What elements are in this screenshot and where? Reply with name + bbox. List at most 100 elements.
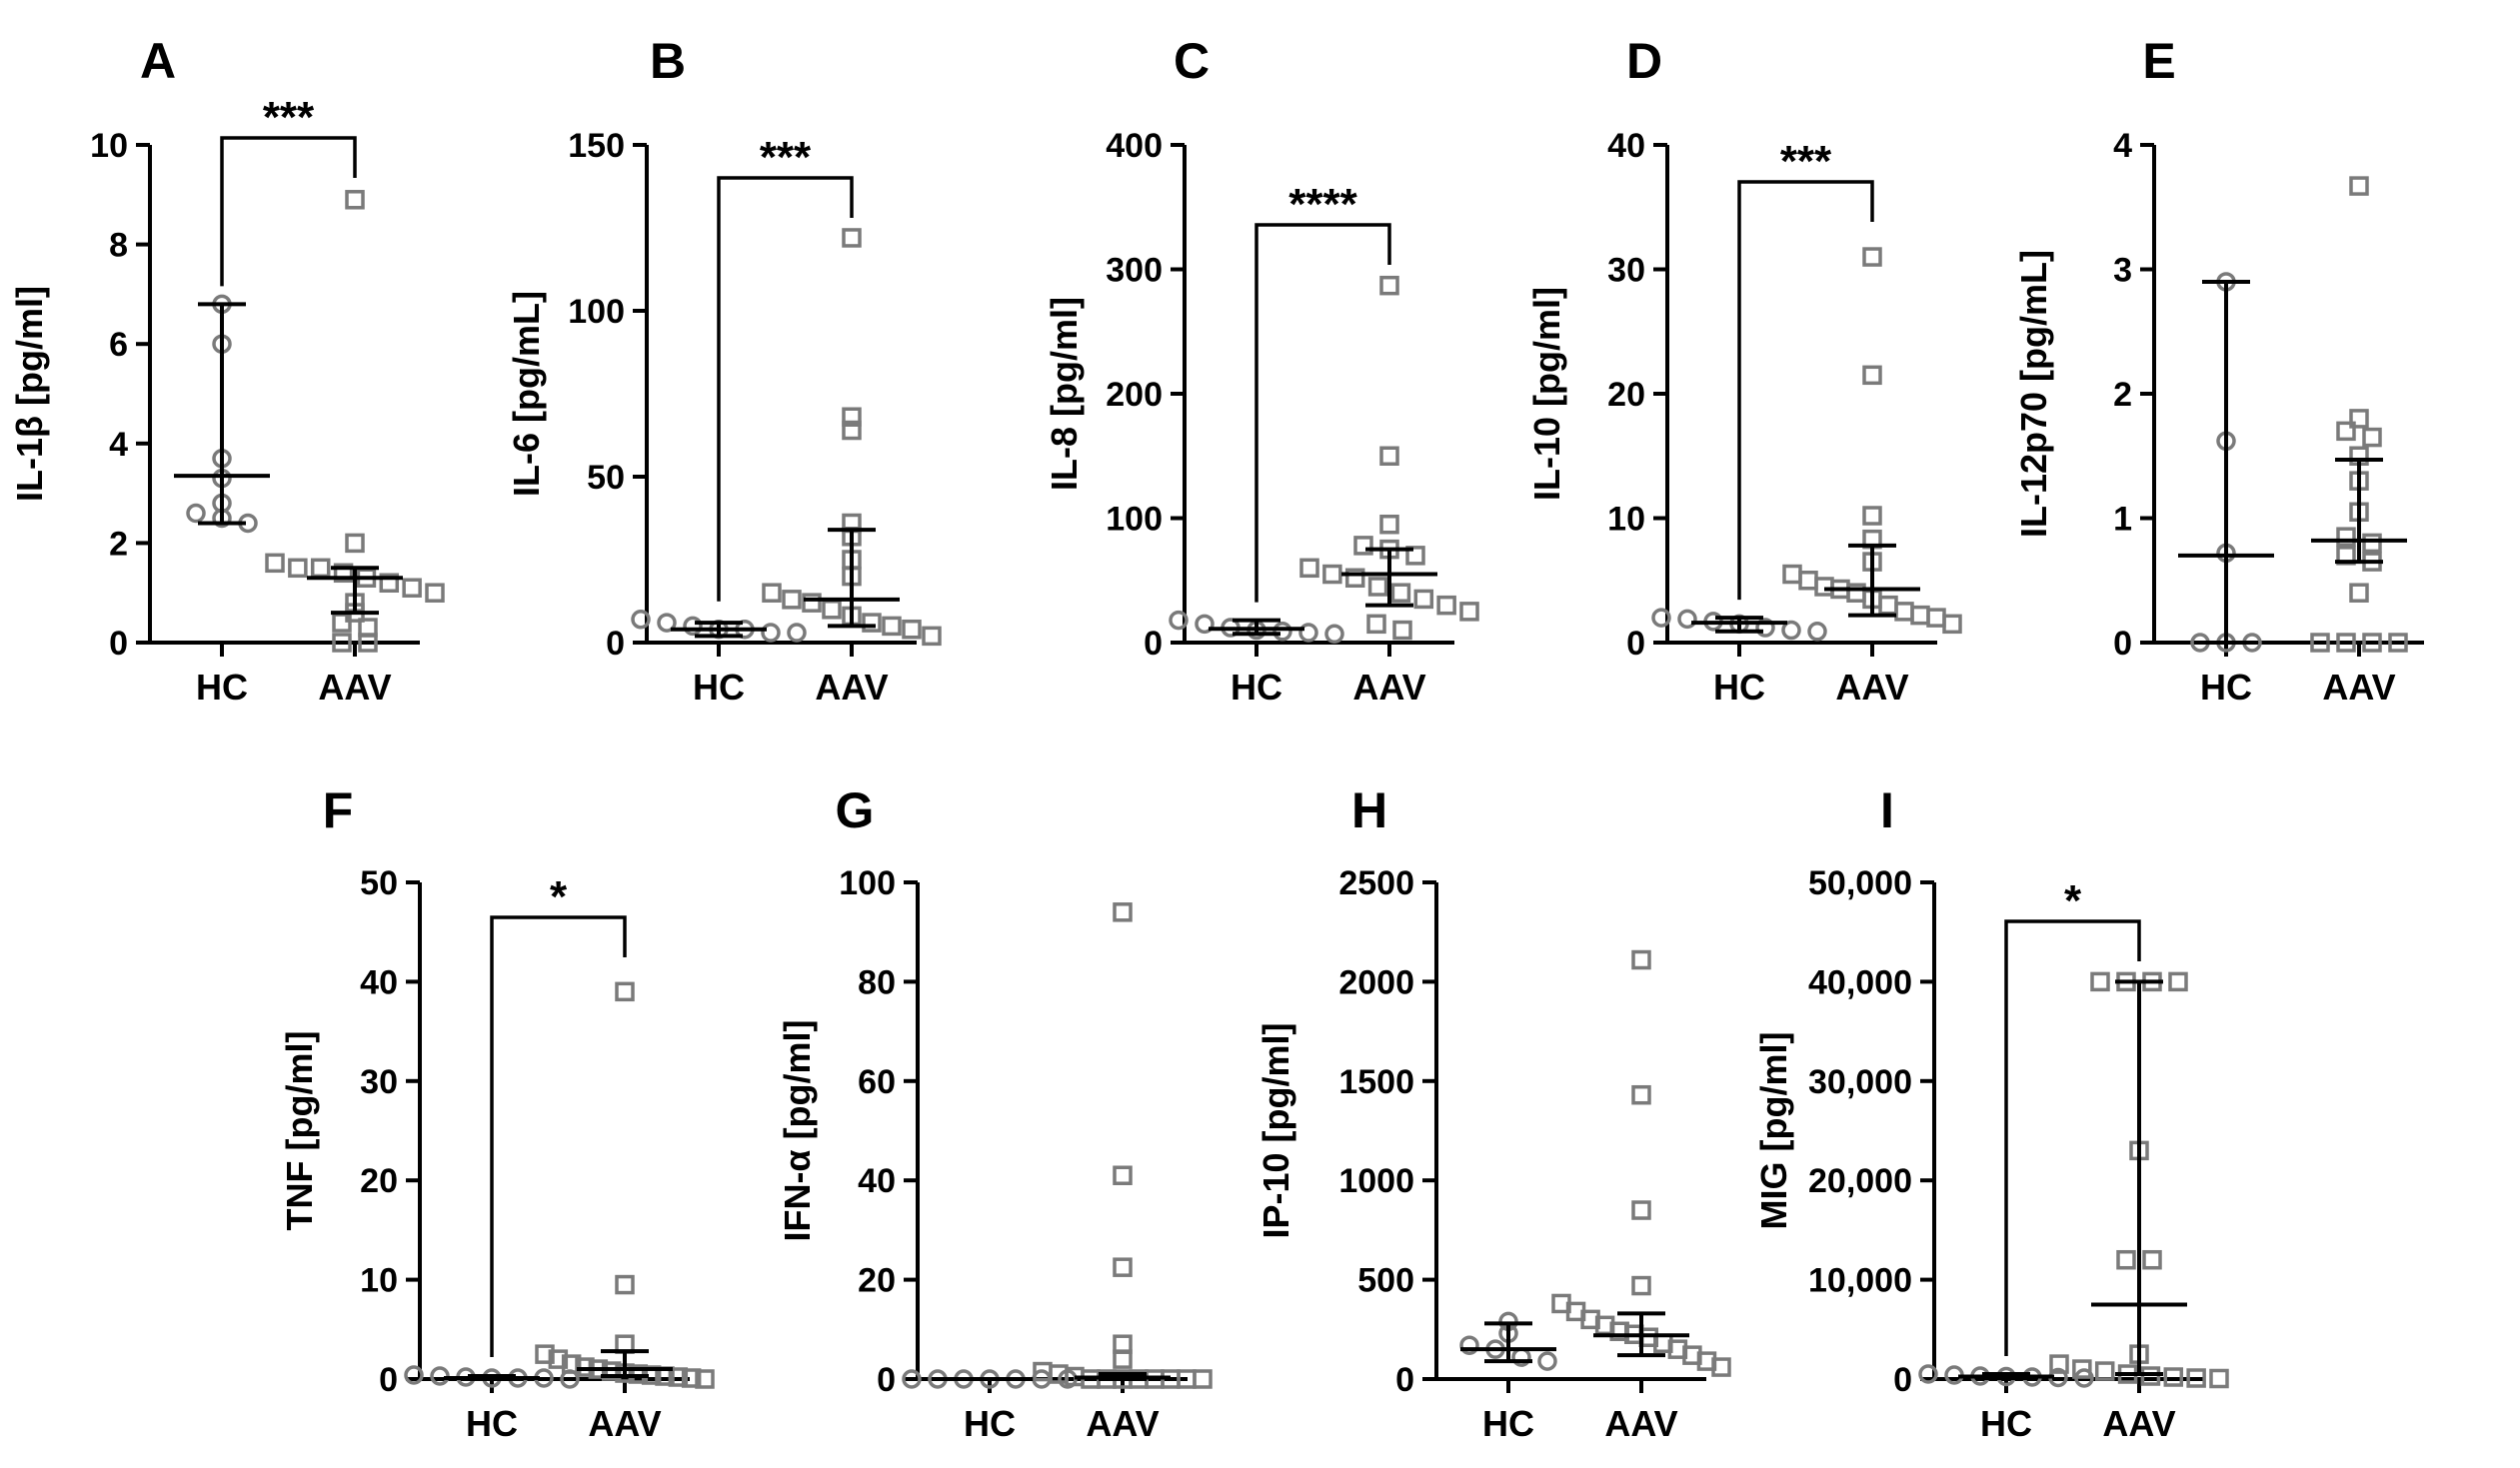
data-point-aav <box>1113 1257 1133 1277</box>
y-axis-title: MIG [pg/ml] <box>1753 1032 1794 1230</box>
x-category-label: HC <box>196 667 248 708</box>
data-point-aav <box>1392 620 1412 641</box>
significance-stars: * <box>550 872 568 921</box>
y-tick-label: 200 <box>1106 376 1163 414</box>
significance-stars: *** <box>760 133 812 182</box>
panel-letter: G <box>836 782 875 838</box>
data-point-aav <box>1405 546 1425 566</box>
panel-d: D 0 10 20 30 40 HC AAV IL-10 [pg/ml] *** <box>1526 33 1962 708</box>
y-tick-label: 10 <box>1607 501 1645 539</box>
significance-stars: *** <box>1780 137 1832 186</box>
data-point-aav <box>695 1369 715 1389</box>
x-category-label: HC <box>1231 667 1282 708</box>
data-point-aav <box>842 407 862 427</box>
y-tick-label: 2500 <box>1338 864 1414 902</box>
data-point-aav <box>2310 633 2330 653</box>
y-tick-label: 20 <box>360 1162 398 1200</box>
data-point-aav <box>310 558 331 579</box>
x-category-label: AAV <box>2322 667 2395 708</box>
panel-h: H 0 500 1000 1500 2000 2500 HC AAV IP-10 [pg/ml] <box>1256 782 1731 1444</box>
data-point-aav <box>379 573 400 593</box>
data-point-aav <box>2090 971 2110 992</box>
data-point-aav <box>402 578 422 598</box>
data-point-aav <box>1711 1357 1731 1377</box>
y-tick-label: 0 <box>606 625 625 663</box>
data-point-aav <box>1344 568 1365 589</box>
data-point-hc <box>1459 1335 1479 1355</box>
y-axis-title: IL-1β [pg/ml] <box>9 286 50 502</box>
y-tick-label: 10 <box>90 127 128 165</box>
y-tick-label: 0 <box>877 1361 896 1399</box>
panel-g: G 0 20 40 60 80 100 HC AAV IFN-α [pg/ml] <box>777 782 1213 1444</box>
x-category-label: HC <box>1713 667 1765 708</box>
data-point-hc <box>1781 620 1801 641</box>
y-tick-label: 100 <box>839 864 896 902</box>
data-point-aav <box>2388 633 2408 653</box>
y-tick-label: 4 <box>2113 127 2132 165</box>
data-point-hc <box>787 623 807 643</box>
significance-stars: * <box>2064 876 2082 925</box>
y-tick-label: 150 <box>568 127 625 165</box>
data-point-aav <box>668 1367 689 1387</box>
y-tick-label: 4 <box>109 426 128 464</box>
data-point-hc <box>1298 623 1318 643</box>
data-point-aav <box>2362 633 2382 653</box>
y-tick-label: 0 <box>1144 625 1163 663</box>
data-point-aav <box>2362 533 2382 554</box>
x-category-label: AAV <box>1352 667 1425 708</box>
data-point-aav <box>1942 614 1962 635</box>
panel-c: C 0 100 200 300 400 HC AAV IL-8 [pg/ml] **** <box>1044 33 1479 708</box>
y-tick-label: 30,000 <box>1808 1063 1912 1101</box>
panel-f: F 0 10 20 30 40 50 HC AAV TNF [pg/ml] * <box>279 782 715 1444</box>
y-tick-label: 50 <box>360 864 398 902</box>
y-tick-label: 20,000 <box>1808 1162 1912 1200</box>
data-point-aav <box>2142 1249 2162 1270</box>
data-point-aav <box>2349 409 2369 429</box>
data-point-aav <box>1193 1369 1213 1389</box>
panel-letter: I <box>1880 782 1894 838</box>
y-tick-label: 1000 <box>1338 1162 1414 1200</box>
x-category-label: HC <box>466 1403 518 1444</box>
data-point-aav <box>1113 1165 1133 1185</box>
y-tick-label: 40,000 <box>1808 963 1912 1001</box>
data-point-aav <box>288 558 308 579</box>
y-axis-title: IL-12p70 [pg/mL] <box>2013 250 2054 538</box>
data-point-aav <box>2168 971 2188 992</box>
data-point-aav <box>1862 365 1882 386</box>
x-category-label: AAV <box>318 667 391 708</box>
data-point-aav <box>2072 1359 2092 1379</box>
y-tick-label: 0 <box>1626 625 1645 663</box>
data-point-hc <box>186 503 206 524</box>
data-point-aav <box>1322 564 1342 585</box>
significance-stars: **** <box>1288 180 1357 229</box>
data-point-aav <box>265 553 285 574</box>
data-point-aav <box>1113 1349 1133 1369</box>
y-tick-label: 300 <box>1106 252 1163 290</box>
data-point-aav <box>2049 1354 2069 1374</box>
x-category-label: HC <box>1980 1403 2032 1444</box>
data-point-aav <box>842 420 862 441</box>
y-tick-label: 50,000 <box>1808 864 1912 902</box>
data-point-hc <box>657 613 677 633</box>
x-category-label: AAV <box>1604 1403 1677 1444</box>
data-point-aav <box>1379 446 1399 466</box>
y-tick-label: 40 <box>858 1162 896 1200</box>
data-point-hc <box>1272 622 1292 642</box>
data-point-hc <box>1324 624 1344 645</box>
data-point-aav <box>548 1349 569 1369</box>
data-point-aav <box>1299 558 1319 579</box>
panel-e: E 0 1 2 3 4 HC AAV IL-12p70 [pg/mL] <box>2013 33 2424 708</box>
data-point-aav <box>681 1368 702 1388</box>
data-point-aav <box>1390 583 1411 603</box>
data-point-aav <box>1631 1200 1651 1220</box>
x-category-label: AAV <box>1086 1403 1159 1444</box>
data-point-aav <box>1878 595 1898 616</box>
x-category-label: HC <box>964 1403 1016 1444</box>
data-point-hc <box>1918 1364 1938 1384</box>
data-point-aav <box>2362 427 2382 448</box>
data-point-aav <box>1379 514 1399 535</box>
y-tick-label: 0 <box>1395 1361 1414 1399</box>
data-point-aav <box>2116 1249 2136 1270</box>
data-point-aav <box>1862 506 1882 526</box>
